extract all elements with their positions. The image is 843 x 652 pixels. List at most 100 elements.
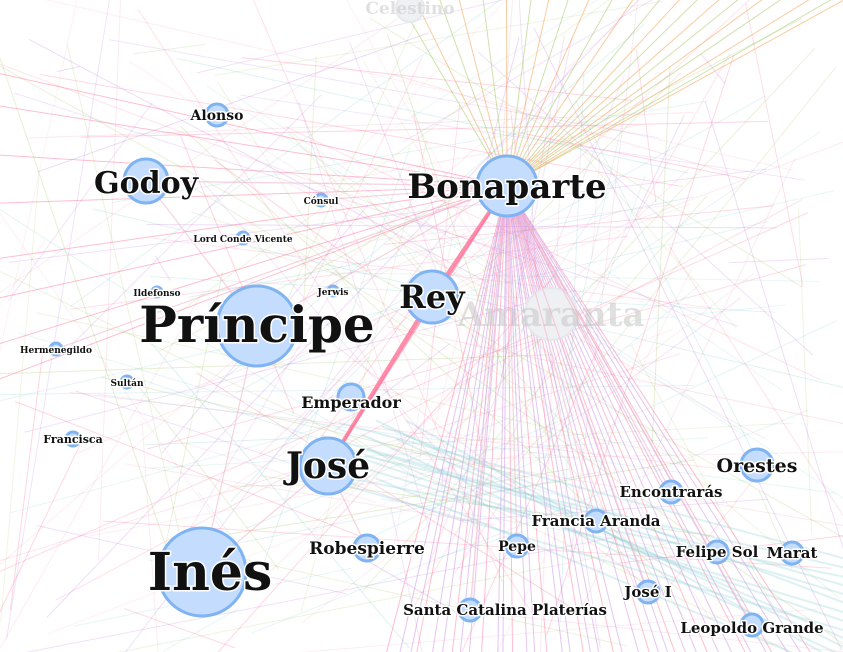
- node-emperador[interactable]: Emperador: [300, 382, 403, 414]
- node-circle-robespierre[interactable]: [352, 533, 382, 563]
- fan-edge-bottom: [506, 185, 733, 652]
- node-jose-i[interactable]: José I: [621, 579, 673, 605]
- node-leopoldo-grande[interactable]: Leopoldo Grande: [679, 612, 825, 639]
- node-circle-francisca[interactable]: [64, 430, 82, 448]
- background-edge: [112, 100, 708, 204]
- background-edge: [582, 153, 737, 329]
- node-circle-orestes[interactable]: [739, 447, 775, 483]
- node-bonaparte[interactable]: Bonaparte: [406, 154, 608, 218]
- node-felipe-sol[interactable]: Felipe Sol: [674, 539, 760, 565]
- node-jerwis[interactable]: Jerwis: [315, 284, 350, 300]
- background-edge: [8, 101, 153, 302]
- background-edge: [704, 100, 843, 550]
- background-edge: [24, 289, 577, 433]
- fan-edge-bottom: [506, 185, 697, 652]
- node-godoy[interactable]: Godoy: [92, 157, 201, 205]
- node-consul[interactable]: Cónsul: [302, 192, 340, 209]
- node-circle-ines[interactable]: [156, 526, 248, 618]
- background-edge: [13, 92, 739, 327]
- background-edge: [131, 376, 280, 570]
- node-sultan[interactable]: Sultán: [109, 374, 145, 391]
- background-edge: [97, 393, 837, 494]
- background-edge: [651, 66, 671, 444]
- background-edge: [235, 95, 766, 394]
- node-pepe[interactable]: Pepe: [497, 533, 537, 559]
- node-circle-godoy[interactable]: [122, 157, 170, 205]
- node-ildefonso[interactable]: Ildefonso: [132, 285, 182, 301]
- node-circle-santa-catalina-platerias[interactable]: [457, 597, 483, 623]
- node-circle-lord-conde-vicente[interactable]: [235, 230, 251, 246]
- background-edge: [75, 390, 468, 524]
- edge-bonaparte-principe: [256, 185, 508, 327]
- background-edge: [365, 194, 685, 618]
- node-robespierre[interactable]: Robespierre: [308, 533, 426, 563]
- node-circle-bonaparte[interactable]: [475, 154, 539, 218]
- node-label-alonso: Alonso: [190, 108, 244, 124]
- fan-edge-left: [0, 185, 508, 259]
- node-francisca[interactable]: Francisca: [42, 430, 104, 448]
- node-circle-hermenegildo[interactable]: [48, 341, 64, 357]
- node-circle-jose-i[interactable]: [635, 579, 661, 605]
- node-ines[interactable]: Inés: [146, 526, 274, 618]
- fan-edge-bottom: [506, 185, 528, 652]
- background-edge: [45, 0, 793, 171]
- fan-edge-bottom: [386, 185, 508, 652]
- node-encontraras[interactable]: Encontrarás: [618, 479, 724, 505]
- node-label-ildefonso: Ildefonso: [133, 289, 180, 299]
- node-principe[interactable]: Príncipe: [138, 284, 376, 368]
- background-edge: [124, 463, 496, 526]
- background-edge: [496, 267, 694, 652]
- background-edge: [155, 255, 171, 281]
- node-circle-marat[interactable]: [779, 540, 805, 566]
- node-alonso[interactable]: Alonso: [188, 102, 245, 128]
- node-jose[interactable]: José: [281, 436, 372, 496]
- edge-bonaparte-encontraras: [506, 185, 672, 493]
- background-edge: [0, 63, 522, 260]
- background-edge: [668, 245, 843, 517]
- node-circle-principe[interactable]: [215, 284, 299, 368]
- background-edge: [188, 196, 695, 298]
- node-rey[interactable]: Rey: [398, 269, 468, 325]
- node-hermenegildo[interactable]: Hermenegildo: [19, 341, 93, 358]
- fan-edge-top: [506, 0, 698, 187]
- background-edge: [505, 66, 837, 480]
- background-edge: [0, 174, 40, 622]
- node-circle-sultan[interactable]: [119, 374, 135, 390]
- node-orestes[interactable]: Orestes: [715, 447, 799, 483]
- node-label-jose: José: [283, 445, 370, 487]
- background-edge: [206, 85, 746, 437]
- node-circle-encontraras[interactable]: [658, 479, 684, 505]
- teal-edge: [363, 458, 843, 622]
- node-santa-catalina-platerias[interactable]: Santa Catalina Platerías: [402, 597, 608, 623]
- node-circle-consul[interactable]: [313, 192, 329, 208]
- node-circle-jose[interactable]: [298, 436, 358, 496]
- background-edge: [216, 81, 362, 309]
- background-edge: [26, 111, 695, 139]
- background-edge: [453, 47, 816, 433]
- node-circle-alonso[interactable]: [204, 102, 230, 128]
- node-lord-conde-vicente[interactable]: Lord Conde Vicente: [192, 230, 294, 247]
- background-edge: [576, 158, 796, 618]
- node-marat[interactable]: Marat: [765, 540, 819, 566]
- teal-edge: [381, 425, 843, 604]
- node-circle-rey[interactable]: [404, 269, 460, 325]
- teal-edge: [361, 433, 838, 652]
- node-circle-emperador[interactable]: [336, 382, 366, 412]
- node-label-pepe: Pepe: [498, 539, 536, 555]
- node-francia-aranda[interactable]: Francia Aranda: [530, 508, 662, 534]
- fan-edge-bottom: [399, 185, 508, 652]
- node-circle-jerwis[interactable]: [326, 284, 340, 298]
- background-edge: [333, 343, 450, 433]
- background-edge: [429, 293, 470, 445]
- node-circle-ildefonso[interactable]: [150, 285, 164, 299]
- node-label-godoy: Godoy: [94, 166, 200, 201]
- node-label-jerwis: Jerwis: [317, 288, 349, 298]
- node-circle-leopoldo-grande[interactable]: [739, 612, 765, 638]
- background-edge: [176, 57, 689, 174]
- fan-edge-top: [506, 0, 661, 187]
- background-edge: [390, 448, 843, 526]
- background-edge: [483, 37, 520, 176]
- node-circle-pepe[interactable]: [504, 533, 530, 559]
- node-circle-felipe-sol[interactable]: [704, 539, 730, 565]
- node-circle-francia-aranda[interactable]: [583, 508, 609, 534]
